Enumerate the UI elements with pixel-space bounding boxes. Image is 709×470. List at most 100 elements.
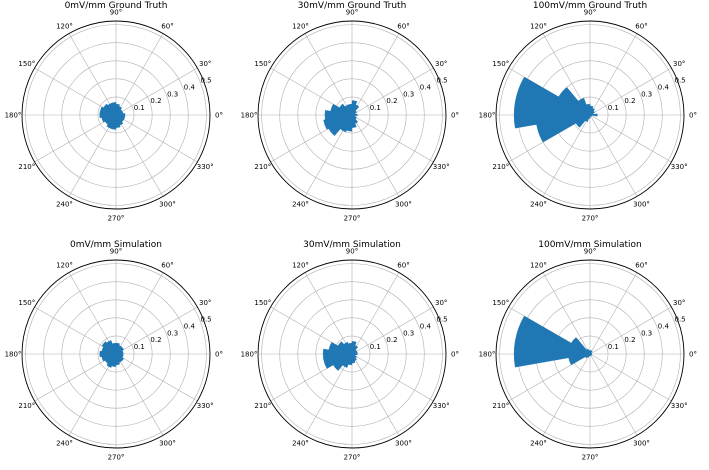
angular-gridline bbox=[115, 353, 164, 436]
radial-tick-label: 0.3 bbox=[641, 329, 652, 337]
angular-gridline bbox=[351, 114, 400, 197]
radial-tick-label: 0.3 bbox=[167, 329, 178, 337]
theta-tick-label: 90° bbox=[584, 248, 596, 256]
radial-tick-label: 0.5 bbox=[201, 76, 212, 84]
angular-gridline bbox=[115, 67, 198, 116]
polar-bar-240deg bbox=[340, 114, 353, 133]
polar-bar-240deg bbox=[106, 353, 117, 368]
polar-bar-340deg bbox=[589, 353, 593, 356]
theta-tick-label: 30° bbox=[673, 299, 685, 307]
radial-tick-label: 0.2 bbox=[386, 336, 397, 344]
radial-tick-label: 0.5 bbox=[675, 76, 686, 84]
polar-bar-220deg bbox=[332, 353, 353, 371]
polar-bar-0deg bbox=[589, 113, 598, 117]
radial-tick-label: 0.1 bbox=[608, 343, 619, 351]
theta-tick-label: 150° bbox=[254, 299, 271, 307]
angular-gridline bbox=[542, 272, 591, 355]
angular-gridline bbox=[589, 114, 672, 163]
theta-tick-label: 60° bbox=[161, 22, 173, 30]
radial-tick-label: 0.4 bbox=[658, 322, 670, 330]
theta-tick-label: 90° bbox=[110, 248, 122, 256]
radial-tick-label: 0.4 bbox=[420, 322, 432, 330]
polar-outer-circle bbox=[257, 20, 447, 210]
radial-tick-label: 0.2 bbox=[150, 336, 161, 344]
angular-gridline bbox=[115, 306, 198, 355]
theta-tick-label: 210° bbox=[254, 402, 271, 410]
theta-tick-label: 60° bbox=[161, 261, 173, 269]
angular-gridline bbox=[68, 272, 117, 355]
polar-bar-200deg bbox=[323, 353, 353, 369]
theta-tick-label: 270° bbox=[344, 454, 361, 462]
theta-tick-label: 150° bbox=[254, 60, 271, 68]
theta-tick-label: 0° bbox=[689, 351, 697, 359]
polar-outer-circle bbox=[495, 259, 685, 449]
theta-tick-label: 150° bbox=[492, 60, 509, 68]
theta-tick-label: 300° bbox=[159, 201, 176, 209]
panel-title: 100mV/mm Simulation bbox=[538, 240, 641, 250]
theta-tick-label: 60° bbox=[635, 22, 647, 30]
polar-bar-220deg bbox=[328, 114, 353, 137]
polar-bar-220deg bbox=[585, 353, 591, 359]
theta-tick-label: 300° bbox=[395, 201, 412, 209]
panel-title: 30mV/mm Simulation bbox=[303, 240, 401, 250]
theta-tick-label: 210° bbox=[18, 402, 35, 410]
theta-tick-label: 330° bbox=[433, 402, 450, 410]
angular-gridline bbox=[115, 114, 164, 197]
polar-outer-circle bbox=[21, 259, 211, 449]
theta-tick-label: 270° bbox=[108, 454, 125, 462]
radial-tick-label: 0.2 bbox=[386, 97, 397, 105]
polar-bar-180deg bbox=[513, 101, 591, 129]
angular-gridline bbox=[589, 353, 672, 402]
theta-tick-label: 30° bbox=[199, 299, 211, 307]
theta-tick-label: 210° bbox=[254, 163, 271, 171]
theta-tick-label: 60° bbox=[635, 261, 647, 269]
angular-gridline bbox=[115, 33, 164, 116]
polar-bar-320deg bbox=[351, 353, 357, 359]
polar-bar-200deg bbox=[568, 353, 591, 366]
theta-tick-label: 210° bbox=[492, 402, 509, 410]
theta-tick-label: 180° bbox=[241, 112, 258, 120]
radial-tick-label: 0.2 bbox=[150, 97, 161, 105]
theta-tick-label: 180° bbox=[479, 112, 496, 120]
radial-tick-label: 0.3 bbox=[403, 329, 414, 337]
theta-tick-label: 240° bbox=[530, 440, 547, 448]
polar-bar-200deg bbox=[101, 353, 117, 362]
theta-tick-label: 90° bbox=[346, 9, 358, 17]
angular-gridline bbox=[589, 33, 638, 116]
polar-bar-80deg bbox=[351, 341, 357, 355]
theta-tick-label: 60° bbox=[397, 261, 409, 269]
polar-outer-circle bbox=[495, 20, 685, 210]
theta-tick-label: 0° bbox=[689, 112, 697, 120]
radial-tick-label: 0.4 bbox=[184, 322, 196, 330]
theta-tick-label: 270° bbox=[582, 454, 599, 462]
theta-tick-label: 270° bbox=[344, 215, 361, 223]
angular-gridline bbox=[542, 353, 591, 436]
angular-gridline bbox=[351, 353, 434, 402]
theta-tick-label: 240° bbox=[292, 201, 309, 209]
polar-panel-4: 0° 30° 60° 90° 120° 150° 180° 210° 240° 270° 300° 3… bbox=[5, 240, 223, 462]
theta-tick-label: 90° bbox=[110, 9, 122, 17]
polar-bar-200deg bbox=[101, 114, 117, 123]
polar-bar-340deg bbox=[115, 114, 126, 120]
polar-panel-5: 0° 30° 60° 90° 120° 150° 180° 210° 240° 270° 300° 3… bbox=[241, 240, 459, 462]
theta-tick-label: 0° bbox=[451, 112, 459, 120]
theta-tick-label: 270° bbox=[108, 215, 125, 223]
radial-tick-label: 0.2 bbox=[624, 97, 635, 105]
theta-tick-label: 240° bbox=[530, 201, 547, 209]
angular-gridline bbox=[34, 353, 117, 402]
angular-gridline bbox=[589, 353, 638, 436]
radial-tick-label: 0.1 bbox=[370, 343, 381, 351]
theta-tick-label: 330° bbox=[197, 402, 214, 410]
theta-tick-label: 0° bbox=[451, 351, 459, 359]
theta-tick-label: 30° bbox=[435, 60, 447, 68]
theta-tick-label: 330° bbox=[671, 402, 688, 410]
angular-gridline bbox=[304, 353, 353, 436]
panel-title: 0mV/mm Simulation bbox=[70, 240, 162, 250]
polar-bar-140deg bbox=[101, 341, 117, 355]
theta-tick-label: 120° bbox=[530, 22, 547, 30]
radial-tick-label: 0.3 bbox=[403, 90, 414, 98]
theta-tick-label: 120° bbox=[56, 22, 73, 30]
theta-tick-label: 240° bbox=[56, 201, 73, 209]
theta-tick-label: 120° bbox=[56, 261, 73, 269]
